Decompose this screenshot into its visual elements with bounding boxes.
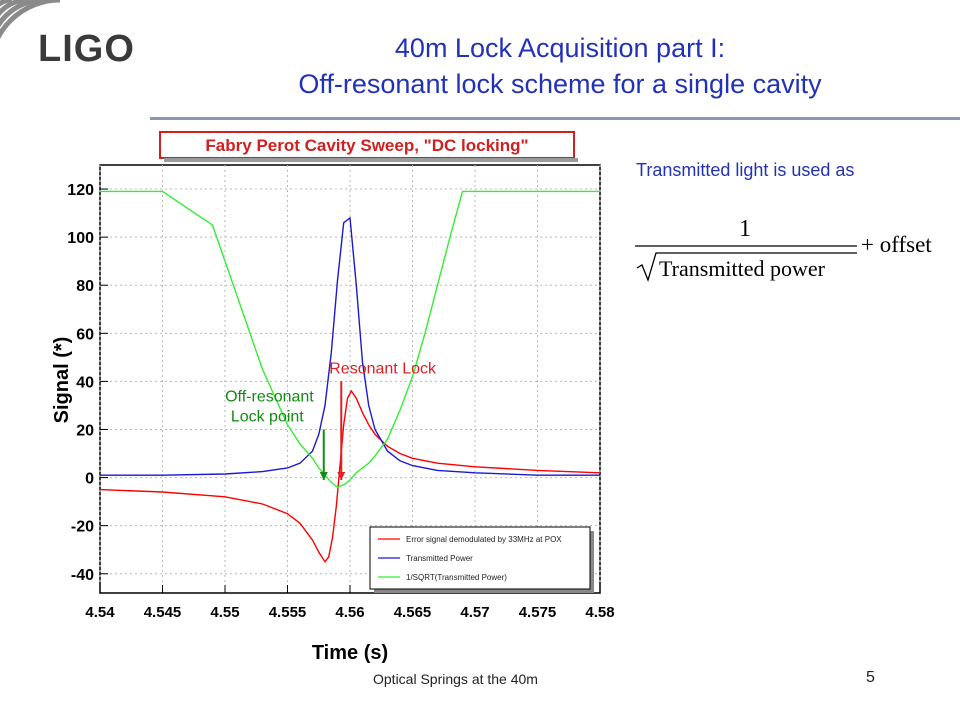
chart-title-box: [159, 131, 575, 159]
inverse-sqrt-line: [100, 190, 600, 488]
legend-label: 1/SQRT(Transmitted Power): [406, 573, 507, 582]
y-tick-label: -20: [71, 519, 94, 536]
formula-denominator: Transmitted power: [659, 256, 826, 281]
y-tick-label: -40: [71, 567, 94, 584]
x-tick-label: 4.565: [394, 604, 432, 621]
note-text: Transmitted light is used as: [636, 160, 855, 180]
x-tick-label: 4.55: [210, 604, 239, 621]
legend: Error signal demodulated by 33MHz at POX…: [369, 526, 594, 593]
x-tick-label: 4.545: [144, 604, 182, 621]
formula-numerator: 1: [739, 216, 751, 242]
y-axis-label: Signal (*): [51, 337, 73, 424]
y-tick-label: 100: [67, 230, 94, 247]
off-resonant-arrowhead: [319, 471, 328, 480]
y-tick-label: 60: [76, 326, 94, 343]
off-resonant-label-line2: Lock point: [231, 408, 304, 425]
y-tick-label: 120: [67, 182, 94, 199]
logo-text: LIGO: [38, 28, 135, 70]
legend-label: Error signal demodulated by 33MHz at POX: [406, 535, 562, 544]
legend-box: [369, 526, 591, 590]
x-tick-label: 4.54: [85, 604, 115, 621]
formula-offset: + offset: [861, 232, 932, 257]
slide-title: 40m Lock Acquisition part I: Off-resonan…: [180, 30, 940, 102]
y-tick-label: 40: [76, 374, 94, 391]
title-divider: [150, 117, 960, 120]
footer-text: Optical Springs at the 40m: [373, 671, 538, 687]
slide-title-line2: Off-resonant lock scheme for a single ca…: [298, 69, 822, 99]
slide-title-line1: 40m Lock Acquisition part I:: [394, 33, 726, 63]
ligo-logo: LIGO: [0, 0, 160, 90]
sqrt-icon: [636, 252, 857, 282]
y-tick-label: 20: [76, 422, 94, 439]
chart-title: Fabry Perot Cavity Sweep, "DC locking": [205, 136, 528, 155]
resonant-lock-label: Resonant Lock: [329, 360, 437, 377]
page-number: 5: [866, 669, 875, 686]
fabry-perot-chart: Fabry Perot Cavity Sweep, "DC locking" R…: [51, 131, 615, 664]
x-tick-label: 4.56: [335, 604, 364, 621]
x-tick-label: 4.58: [585, 604, 614, 621]
series-layer: [99, 190, 601, 563]
chart-title-shadow: [164, 158, 578, 162]
transmitted-power-line: [100, 216, 600, 476]
logo-arcs-icon: [0, 0, 61, 40]
formula: 1 Transmitted power + offset: [635, 216, 932, 282]
x-tick-label: 4.575: [519, 604, 557, 621]
x-tick-label: 4.555: [269, 604, 307, 621]
error-signal-line: [99, 389, 601, 563]
legend-label: Transmitted Power: [406, 554, 473, 563]
y-tick-label: 80: [76, 278, 94, 295]
annotation-layer: Resonant Lock Off-resonant Lock point: [225, 360, 437, 480]
x-tick-label: 4.57: [460, 604, 489, 621]
x-axis-ticks: 4.54 4.545 4.55 4.555 4.56 4.565 4.57 4.575 4.58: [85, 585, 615, 621]
resonant-lock-arrowhead: [337, 471, 346, 480]
off-resonant-label-line1: Off-resonant: [225, 388, 314, 405]
y-tick-label: 0: [85, 471, 94, 488]
x-axis-label: Time (s): [312, 642, 388, 664]
y-axis-ticks: -40 -20 0 20 40 60 80 100 120: [67, 182, 108, 584]
